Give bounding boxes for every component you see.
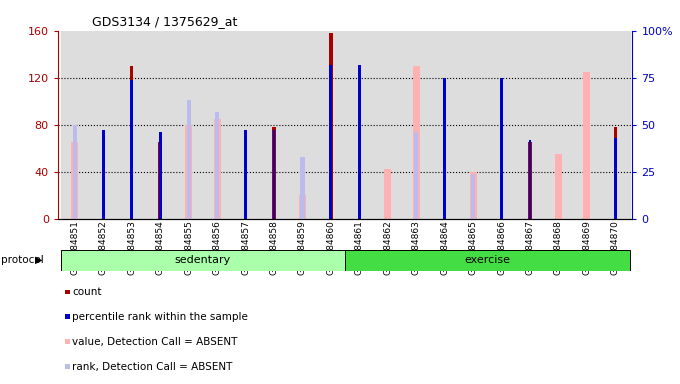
Bar bbox=[71, 142, 78, 219]
Bar bbox=[500, 78, 503, 219]
Bar bbox=[345, 31, 373, 219]
Bar bbox=[260, 31, 288, 219]
Bar bbox=[470, 172, 477, 219]
Bar bbox=[288, 31, 317, 219]
Bar bbox=[583, 72, 590, 219]
Bar bbox=[528, 142, 532, 219]
Bar bbox=[101, 131, 105, 219]
Text: rank, Detection Call = ABSENT: rank, Detection Call = ABSENT bbox=[72, 362, 233, 372]
Bar bbox=[301, 157, 305, 219]
Bar bbox=[555, 154, 562, 219]
Bar bbox=[528, 140, 531, 219]
Bar bbox=[185, 125, 192, 219]
Bar bbox=[329, 65, 333, 219]
Bar bbox=[203, 31, 231, 219]
Bar bbox=[430, 31, 459, 219]
Bar bbox=[317, 31, 345, 219]
Bar bbox=[544, 31, 573, 219]
Bar bbox=[358, 113, 361, 219]
Bar bbox=[413, 66, 420, 219]
Bar bbox=[500, 89, 503, 219]
Bar bbox=[573, 31, 601, 219]
Bar bbox=[515, 31, 544, 219]
Text: protocol: protocol bbox=[1, 255, 44, 265]
Bar bbox=[459, 31, 488, 219]
Bar bbox=[614, 138, 617, 219]
Bar bbox=[414, 132, 418, 219]
Bar bbox=[73, 125, 77, 219]
Bar bbox=[131, 79, 133, 219]
Bar bbox=[61, 250, 345, 271]
Bar bbox=[130, 66, 133, 219]
Bar bbox=[175, 31, 203, 219]
Bar bbox=[186, 100, 191, 219]
Bar bbox=[214, 119, 220, 219]
Bar bbox=[158, 142, 162, 219]
Bar bbox=[443, 78, 446, 219]
Bar bbox=[231, 31, 260, 219]
Bar bbox=[329, 33, 333, 219]
Text: GDS3134 / 1375629_at: GDS3134 / 1375629_at bbox=[92, 15, 237, 28]
Bar bbox=[61, 31, 89, 219]
Bar bbox=[118, 31, 146, 219]
Text: count: count bbox=[72, 287, 101, 297]
Bar bbox=[488, 31, 515, 219]
Bar bbox=[613, 127, 617, 219]
Bar bbox=[273, 131, 275, 219]
Bar bbox=[244, 131, 248, 219]
Text: sedentary: sedentary bbox=[175, 255, 231, 265]
Bar bbox=[471, 174, 475, 219]
Bar bbox=[146, 31, 175, 219]
Bar bbox=[384, 169, 391, 219]
Bar bbox=[443, 101, 446, 219]
Bar bbox=[102, 131, 105, 219]
Bar bbox=[159, 132, 162, 219]
Text: ▶: ▶ bbox=[35, 255, 43, 265]
Text: value, Detection Call = ABSENT: value, Detection Call = ABSENT bbox=[72, 337, 237, 347]
Bar bbox=[272, 127, 275, 219]
Bar bbox=[373, 31, 402, 219]
Bar bbox=[299, 195, 306, 219]
Bar bbox=[89, 31, 118, 219]
Text: exercise: exercise bbox=[464, 255, 510, 265]
Bar bbox=[244, 131, 247, 219]
Bar bbox=[358, 65, 361, 219]
Bar bbox=[402, 31, 430, 219]
Text: percentile rank within the sample: percentile rank within the sample bbox=[72, 312, 248, 322]
Bar bbox=[601, 31, 630, 219]
Bar bbox=[345, 250, 630, 271]
Bar bbox=[215, 112, 219, 219]
